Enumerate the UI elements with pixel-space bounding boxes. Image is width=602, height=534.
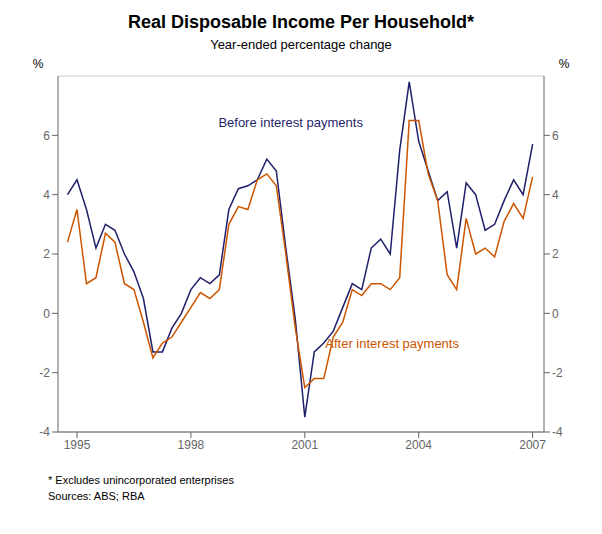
svg-text:1995: 1995: [64, 438, 91, 452]
svg-text:%: %: [33, 57, 44, 71]
svg-text:2007: 2007: [519, 438, 546, 452]
svg-text:-4: -4: [39, 425, 50, 439]
svg-text:2004: 2004: [405, 438, 432, 452]
svg-text:2001: 2001: [291, 438, 318, 452]
svg-text:2: 2: [43, 247, 50, 261]
svg-text:0: 0: [43, 307, 50, 321]
svg-text:0: 0: [552, 307, 559, 321]
html-text:* Excludes unincorporated ente: * Excludes unincorporated enterprises: [48, 474, 234, 486]
svg-text:4: 4: [552, 188, 559, 202]
html-text:Year-ended percentage change: Year-ended percentage change: [210, 37, 392, 52]
svg-text:-4: -4: [552, 425, 563, 439]
svg-text:-2: -2: [552, 366, 563, 380]
svg-text:-2: -2: [39, 366, 50, 380]
svg-text:1998: 1998: [178, 438, 205, 452]
html-text:Before interest payments: Before interest payments: [218, 115, 363, 131]
html-text:After interest payments: After interest payments: [325, 335, 459, 351]
svg-text:%: %: [559, 57, 570, 71]
svg-text:2: 2: [552, 247, 559, 261]
html-text:Sources: ABS; RBA: Sources: ABS; RBA: [48, 490, 145, 502]
html-text:Real Disposable Income Per Hou: Real Disposable Income Per Household*: [127, 12, 474, 32]
svg-text:6: 6: [43, 129, 50, 143]
svg-text:4: 4: [43, 188, 50, 202]
svg-text:6: 6: [552, 129, 559, 143]
